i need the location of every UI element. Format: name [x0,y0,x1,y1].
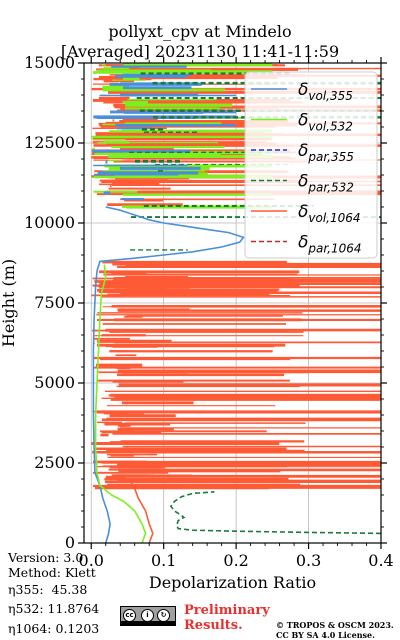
x-tick-label-4: 0.4 [368,551,393,570]
series-line-0 [92,206,245,543]
cc-license-badge: cc i ↻ [120,606,176,626]
method-info: Method: Klett [8,565,96,580]
cc-icon: cc [123,609,136,622]
x-axis-label: Depolarization Ratio [149,573,316,592]
legend-label-2: δpar,355 [298,141,354,164]
eta1064-info: η1064: 0.1203 [8,621,100,636]
x-tick-label-3: 0.3 [296,551,321,570]
legend-label-0: δvol,355 [298,80,353,103]
y-tick-label-3: 7500 [34,293,75,312]
copyright-line1: © TROPOS & OSCM 2023. [276,620,394,630]
legend-label-3: δpar,532 [298,172,354,195]
y-axis-label: Height (m) [0,259,18,347]
legend-label-5: δpar,1064 [298,233,362,256]
preliminary-notice-line2: Results. [184,618,243,633]
version-info: Version: 3.0 [8,550,84,565]
noise-band-0 [91,260,381,490]
chart-title-line1: pollyxt_cpv at Mindelo [108,22,292,41]
x-tick-label-1: 0.1 [151,551,176,570]
series-line-3 [169,491,381,535]
noise-band-3 [92,65,237,201]
series-line-1 [94,264,147,543]
y-tick-label-4: 10000 [24,213,75,232]
legend-label-4: δvol,1064 [298,202,361,225]
series-line-4 [130,481,154,543]
x-tick-label-0: 0.0 [79,551,104,570]
y-tick-label-2: 5000 [34,373,75,392]
y-tick-label-6: 15000 [24,53,75,72]
legend-label-1: δvol,532 [298,111,353,134]
preliminary-notice-line1: Preliminary [184,603,270,618]
y-tick-label-1: 2500 [34,453,75,472]
eta355-info: η355: 45.38 [8,582,88,597]
y-tick-label-5: 12500 [24,133,75,152]
cc-badge-strip [121,621,175,625]
legend: δvol,355 δvol,532 δpar,355 δpar,532 δvol,106… [244,71,378,259]
by-icon: i [141,609,154,622]
x-tick-label-2: 0.2 [223,551,248,570]
copyright-line2: CC BY SA 4.0 License. [276,630,375,640]
eta532-info: η532: 11.8764 [8,601,100,616]
y-tick-label-0: 0 [65,533,75,552]
chart-title-line2: [Averaged] 20231130 11:41-11:59 [60,42,340,61]
